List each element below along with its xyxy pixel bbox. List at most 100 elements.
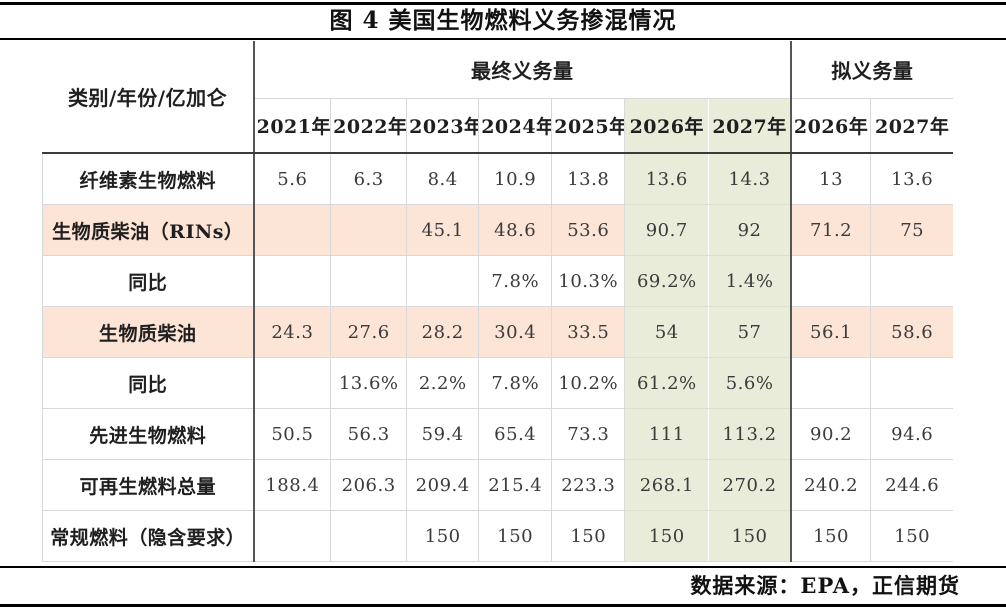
year-header-2024: 2024年 [478, 98, 553, 154]
data-cell: 6.3 [330, 153, 408, 205]
data-cell: 270.2 [708, 459, 792, 511]
data-cell: 61.2% [624, 357, 709, 409]
data-cell [789, 255, 872, 307]
year-header-2023: 2023年 [406, 98, 480, 154]
row-label: 同比 [41, 255, 255, 307]
data-cell: 94.6 [870, 408, 953, 460]
data-cell: 13.6 [624, 153, 709, 205]
table-row: 纤维素生物燃料 5.6 6.3 8.4 10.9 13.8 13.6 14.3 … [41, 153, 953, 205]
data-cell: 45.1 [406, 204, 480, 256]
data-cell: 65.4 [478, 408, 553, 460]
data-cell: 75 [870, 204, 953, 256]
data-cell: 90.7 [624, 204, 709, 256]
table-row: 先进生物燃料 50.5 56.3 59.4 65.4 73.3 111 113.… [41, 408, 953, 460]
data-cell [789, 357, 872, 409]
data-cell: 58.6 [870, 306, 953, 358]
data-cell [870, 255, 953, 307]
data-cell: 13.6% [330, 357, 408, 409]
data-cell: 13 [789, 153, 872, 205]
year-header-2026-final: 2026年 [624, 98, 709, 154]
data-source-note: 数据来源：EPA，正信期货 [690, 573, 960, 598]
table-row: 常规燃料（隐含要求） 150 150 150 150 150 150 150 [41, 510, 953, 562]
data-cell: 10.9 [478, 153, 553, 205]
data-cell: 223.3 [551, 459, 626, 511]
year-header-2021: 2021年 [252, 98, 332, 154]
data-cell: 92 [708, 204, 792, 256]
data-cell [330, 255, 408, 307]
group-header-proposed: 拟义务量 [789, 41, 953, 99]
year-header-2022: 2022年 [330, 98, 408, 154]
page-title: 图 4 美国生物燃料义务掺混情况 [329, 7, 677, 34]
row-label: 纤维素生物燃料 [41, 153, 255, 205]
data-cell: 13.6 [870, 153, 953, 205]
data-cell: 90.2 [789, 408, 872, 460]
data-cell: 50.5 [252, 408, 332, 460]
table-row: 生物质柴油（RINs） 45.1 48.6 53.6 90.7 92 71.2 … [41, 204, 953, 256]
biofuel-blend-table: 类别/年份/亿加仑 最终义务量 拟义务量 2021年 2022年 2023年 2… [41, 41, 953, 562]
data-cell [330, 204, 408, 256]
data-cell [330, 510, 408, 562]
row-label: 常规燃料（隐含要求） [41, 510, 255, 562]
data-cell: 57 [708, 306, 792, 358]
data-cell: 69.2% [624, 255, 709, 307]
data-cell: 5.6 [252, 153, 332, 205]
row-label: 同比 [41, 357, 255, 409]
footer-top-rule [0, 566, 1006, 568]
data-cell [870, 357, 953, 409]
group-header-final: 最终义务量 [253, 41, 792, 99]
data-cell: 150 [624, 510, 709, 562]
data-cell: 111 [624, 408, 709, 460]
data-cell: 73.3 [551, 408, 626, 460]
data-cell: 240.2 [789, 459, 872, 511]
data-cell: 268.1 [624, 459, 709, 511]
data-cell: 7.8% [478, 357, 553, 409]
data-cell: 56.1 [789, 306, 872, 358]
data-cell: 56.3 [330, 408, 408, 460]
data-cell: 8.4 [406, 153, 480, 205]
data-cell: 10.3% [551, 255, 626, 307]
data-cell: 2.2% [406, 357, 480, 409]
data-cell: 188.4 [252, 459, 332, 511]
top-rule [0, 2, 1006, 5]
corner-header: 类别/年份/亿加仑 [42, 41, 255, 154]
year-header-2027-final: 2027年 [708, 98, 792, 154]
year-header-2026-proposed: 2026年 [789, 98, 872, 154]
data-cell: 244.6 [870, 459, 953, 511]
data-cell: 5.6% [708, 357, 792, 409]
data-cell: 150 [708, 510, 792, 562]
data-cell: 7.8% [478, 255, 553, 307]
year-header-2027-proposed: 2027年 [870, 98, 953, 154]
data-cell: 209.4 [406, 459, 480, 511]
data-cell: 53.6 [551, 204, 626, 256]
data-cell: 150 [551, 510, 626, 562]
data-cell [406, 255, 480, 307]
data-cell: 215.4 [478, 459, 553, 511]
year-header-2025: 2025年 [551, 98, 626, 154]
table-row: 可再生燃料总量 188.4 206.3 209.4 215.4 223.3 26… [41, 459, 953, 511]
table-row: 同比 7.8% 10.3% 69.2% 1.4% [41, 255, 953, 307]
data-cell: 59.4 [406, 408, 480, 460]
footer-bottom-rule [0, 604, 1006, 607]
data-cell: 206.3 [330, 459, 408, 511]
data-cell: 10.2% [551, 357, 626, 409]
data-cell [252, 510, 332, 562]
row-label: 生物质柴油（RINs） [41, 204, 255, 256]
table-row: 生物质柴油 24.3 27.6 28.2 30.4 33.5 54 57 56.… [41, 306, 953, 358]
data-cell: 54 [624, 306, 709, 358]
data-cell: 30.4 [478, 306, 553, 358]
data-cell: 48.6 [478, 204, 553, 256]
row-label: 生物质柴油 [41, 306, 255, 358]
data-cell: 14.3 [708, 153, 792, 205]
data-cell: 1.4% [708, 255, 792, 307]
data-cell: 13.8 [551, 153, 626, 205]
data-cell: 113.2 [708, 408, 792, 460]
row-label: 先进生物燃料 [41, 408, 255, 460]
data-cell: 150 [478, 510, 553, 562]
table-row: 同比 13.6% 2.2% 7.8% 10.2% 61.2% 5.6% [41, 357, 953, 409]
data-cell: 150 [870, 510, 953, 562]
data-cell: 150 [789, 510, 872, 562]
title-divider-rule [0, 38, 1006, 40]
data-cell: 28.2 [406, 306, 480, 358]
data-cell [252, 255, 332, 307]
data-cell [252, 204, 332, 256]
